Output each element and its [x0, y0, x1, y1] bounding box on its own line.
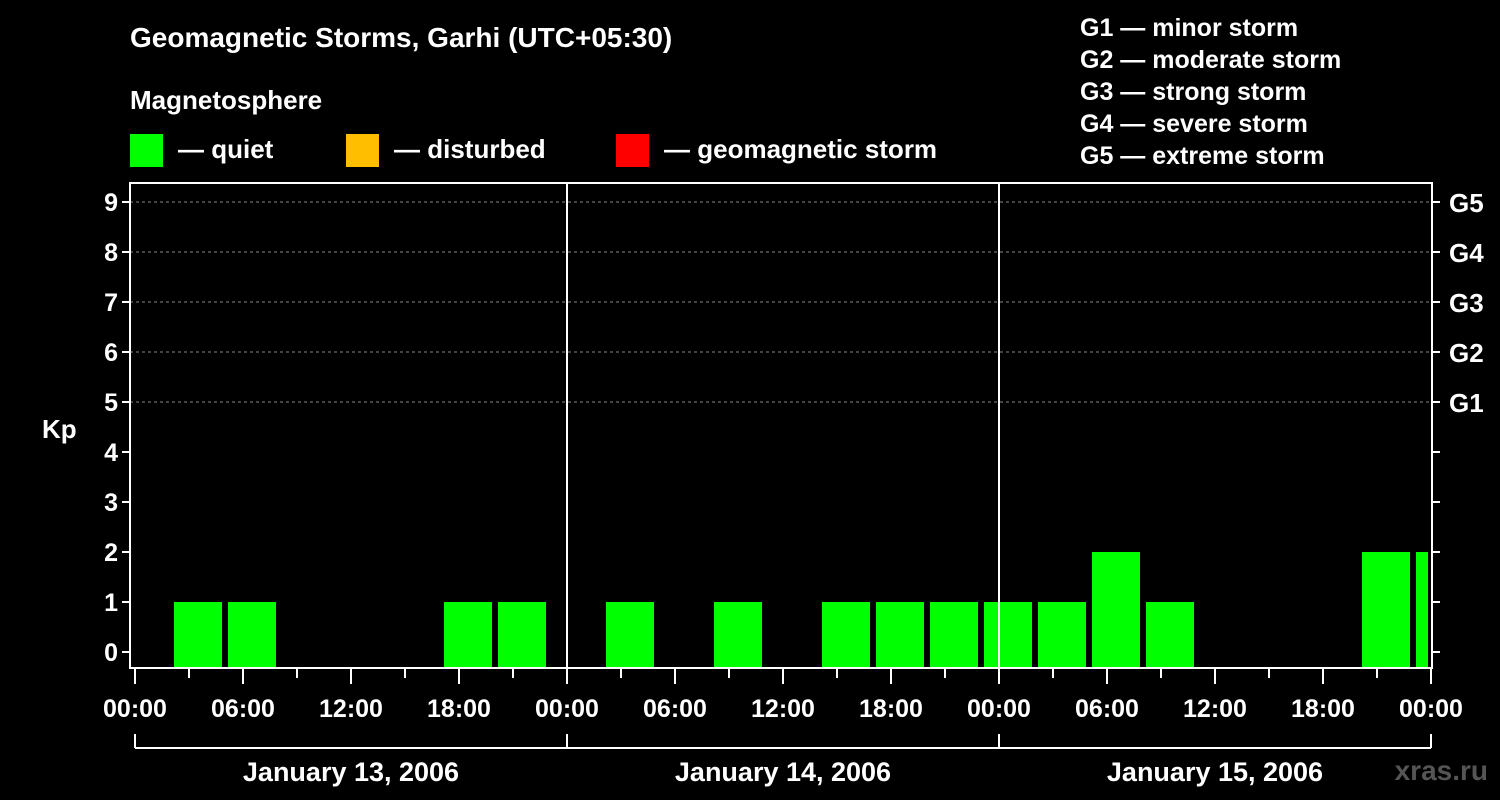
legend-title: Magnetosphere [130, 85, 323, 115]
y-tick-label: 0 [104, 639, 118, 667]
day-label: January 15, 2006 [1107, 757, 1323, 787]
chart-title: Geomagnetic Storms, Garhi (UTC+05:30) [130, 22, 673, 53]
kp-bar [984, 602, 1032, 668]
x-tick-label: 06:00 [1075, 695, 1139, 723]
y-tick-label: 4 [104, 439, 118, 467]
plot-frame [129, 182, 1433, 669]
y-tick-label: 1 [104, 589, 118, 617]
x-tick-label: 00:00 [103, 695, 167, 723]
x-tick-label: 00:00 [967, 695, 1031, 723]
y-tick-label: 2 [104, 539, 118, 567]
kp-bar [876, 602, 924, 668]
kp-bar [444, 602, 492, 668]
x-tick-label: 00:00 [1399, 695, 1463, 723]
y-tick-label: 5 [104, 389, 118, 417]
g-scale-legend: G1 — minor storm G2 — moderate storm G3 … [1080, 12, 1341, 172]
kp-bar [714, 602, 762, 668]
y-tick-label: 6 [104, 339, 118, 367]
legend-label-quiet: — quiet [178, 134, 274, 164]
g-scale-item: G2 — moderate storm [1080, 46, 1342, 74]
y-tick-label: 7 [104, 289, 118, 317]
x-tick-label: 12:00 [1183, 695, 1247, 723]
kp-bar [228, 602, 276, 668]
y-tick-label: 9 [104, 189, 118, 217]
legend-swatch-quiet [130, 134, 163, 167]
g-scale-item: G5 — extreme storm [1080, 142, 1325, 170]
g-level-label: G5 [1449, 188, 1484, 218]
kp-bar [498, 602, 546, 668]
kp-bar [1146, 602, 1194, 668]
legend-swatch-storm [616, 134, 649, 167]
day-label: January 13, 2006 [243, 757, 459, 787]
kp-bar [930, 602, 978, 668]
legend-label-storm: — geomagnetic storm [664, 134, 938, 164]
g-scale-item: G1 — minor storm [1080, 14, 1299, 42]
g-scale-item: G3 — strong storm [1080, 78, 1307, 106]
x-tick-label: 06:00 [643, 695, 707, 723]
x-tick-label: 18:00 [427, 695, 491, 723]
x-tick-label: 18:00 [859, 695, 923, 723]
day-label: January 14, 2006 [675, 757, 891, 787]
y-axis-label: Kp [42, 414, 77, 444]
kp-bar [1092, 552, 1140, 668]
x-tick-label: 00:00 [535, 695, 599, 723]
kp-bar [822, 602, 870, 668]
g-level-label: G3 [1449, 288, 1484, 318]
x-tick-label: 06:00 [211, 695, 275, 723]
g-level-label: G1 [1449, 388, 1484, 418]
kp-bar [606, 602, 654, 668]
legend-swatch-disturbed [346, 134, 379, 167]
x-tick-label: 18:00 [1291, 695, 1355, 723]
kp-bar [174, 602, 222, 668]
y-tick-label: 8 [104, 239, 118, 267]
g-level-label: G2 [1449, 338, 1484, 368]
x-tick-label: 12:00 [751, 695, 815, 723]
kp-bar [1416, 552, 1428, 668]
y-tick-label: 3 [104, 489, 118, 517]
x-tick-label: 12:00 [319, 695, 383, 723]
legend-label-disturbed: — disturbed [394, 134, 546, 164]
g-level-label: G4 [1449, 238, 1484, 268]
watermark: xras.ru [1394, 755, 1488, 786]
kp-bar [1038, 602, 1086, 668]
g-scale-item: G4 — severe storm [1080, 110, 1308, 138]
kp-bar [1362, 552, 1410, 668]
